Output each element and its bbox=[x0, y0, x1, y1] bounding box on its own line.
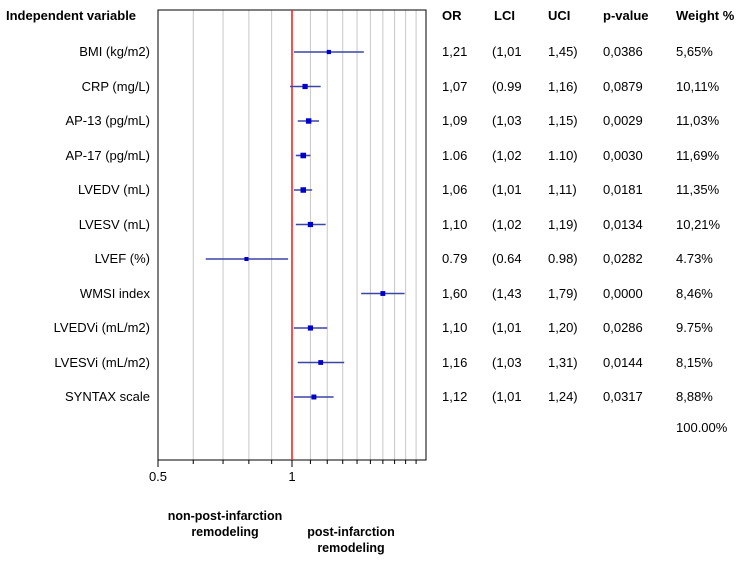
row-label: AP-17 (pg/mL) bbox=[65, 147, 150, 163]
p-value: 0,0000 bbox=[603, 285, 643, 301]
uci-value: 1,20) bbox=[548, 320, 578, 335]
row-label: LVEF (%) bbox=[94, 251, 150, 266]
row-label: WMSI index bbox=[79, 285, 150, 301]
or-point bbox=[302, 83, 308, 90]
caption-left-line2: remodeling bbox=[191, 525, 259, 539]
weight-value: 11,35% bbox=[676, 182, 720, 197]
header-independent-variable: Independent variable bbox=[6, 8, 137, 23]
weight-value: 10,11% bbox=[676, 78, 720, 94]
caption-right-line1: post-infarction bbox=[307, 525, 395, 539]
or-point bbox=[300, 152, 307, 159]
lci-value: (1,02 bbox=[492, 216, 522, 232]
row-label: BMI (kg/m2) bbox=[79, 44, 150, 59]
uci-value: 1,24) bbox=[548, 389, 578, 404]
or-value: 1,16 bbox=[442, 354, 468, 370]
lci-value: (1,02 bbox=[492, 147, 522, 163]
uci-value: 1,15) bbox=[548, 113, 578, 128]
or-value: 1,21 bbox=[442, 44, 468, 59]
row-label: AP-13 (pg/mL) bbox=[65, 113, 150, 128]
header-weight: Weight % bbox=[676, 8, 735, 23]
row-label: CRP (mg/L) bbox=[81, 78, 150, 94]
or-point bbox=[326, 49, 331, 55]
row-label: LVESV (mL) bbox=[78, 216, 150, 232]
weight-value: 5,65% bbox=[676, 44, 713, 59]
uci-value: 1,79) bbox=[548, 285, 578, 301]
or-value: 1,09 bbox=[442, 113, 468, 128]
weight-value: 8,88% bbox=[676, 389, 713, 404]
p-value: 0,0317 bbox=[603, 389, 643, 404]
or-point bbox=[380, 291, 386, 296]
or-point bbox=[300, 187, 307, 193]
total-weight: 100.00% bbox=[676, 420, 728, 435]
p-value: 0,0134 bbox=[603, 216, 643, 232]
lci-value: (1,01 bbox=[492, 44, 522, 59]
uci-value: 1.10) bbox=[548, 147, 578, 163]
p-value: 0,0181 bbox=[603, 182, 643, 197]
row-label: LVEDVi (mL/m2) bbox=[53, 320, 150, 335]
caption-post-infarction: post-infarction remodeling bbox=[290, 524, 412, 556]
lci-value: (0.99 bbox=[492, 78, 522, 94]
p-value: 0,0282 bbox=[603, 251, 643, 266]
lci-value: (1,01 bbox=[492, 320, 522, 335]
p-value: 0,0386 bbox=[603, 44, 643, 59]
or-value: 0.79 bbox=[442, 251, 468, 266]
or-value: 1,06 bbox=[442, 182, 468, 197]
uci-value: 0.98) bbox=[548, 251, 578, 266]
header-uci: UCI bbox=[548, 8, 571, 23]
or-value: 1,07 bbox=[442, 78, 468, 94]
uci-value: 1,19) bbox=[548, 216, 578, 232]
or-value: 1,60 bbox=[442, 285, 468, 301]
or-point bbox=[305, 118, 312, 124]
or-point bbox=[307, 325, 313, 331]
lci-value: (1,03 bbox=[492, 113, 522, 128]
or-point bbox=[311, 394, 317, 400]
uci-value: 1,31) bbox=[548, 354, 578, 370]
weight-value: 11,69% bbox=[676, 147, 720, 163]
lci-value: (1,43 bbox=[492, 285, 522, 301]
weight-value: 8,15% bbox=[676, 354, 713, 370]
p-value: 0,0030 bbox=[603, 147, 643, 163]
p-value: 0,0029 bbox=[603, 113, 643, 128]
weight-value: 8,46% bbox=[676, 285, 713, 301]
row-label: LVESVi (mL/m2) bbox=[54, 354, 150, 370]
header-or: OR bbox=[442, 8, 462, 23]
lci-value: (0.64 bbox=[492, 251, 522, 266]
lci-value: (1,03 bbox=[492, 354, 522, 370]
caption-right-line2: remodeling bbox=[317, 541, 385, 555]
or-point bbox=[244, 256, 249, 262]
lci-value: (1,01 bbox=[492, 182, 522, 197]
x-tick-label: 0.5 bbox=[148, 469, 168, 484]
or-value: 1,10 bbox=[442, 216, 468, 232]
caption-left-line1: non-post-infarction bbox=[167, 509, 283, 523]
p-value: 0,0144 bbox=[603, 354, 643, 370]
header-lci: LCI bbox=[494, 8, 515, 23]
weight-value: 11,03% bbox=[676, 113, 720, 128]
or-value: 1.06 bbox=[442, 147, 468, 163]
row-label: SYNTAX scale bbox=[64, 389, 150, 404]
or-value: 1,12 bbox=[442, 389, 468, 404]
uci-value: 1,45) bbox=[548, 44, 578, 59]
uci-value: 1,16) bbox=[548, 78, 578, 94]
weight-value: 4.73% bbox=[676, 251, 713, 266]
p-value: 0,0286 bbox=[603, 320, 643, 335]
p-value: 0,0879 bbox=[603, 78, 643, 94]
header-p-value: p-value bbox=[603, 8, 649, 23]
row-label: LVEDV (mL) bbox=[78, 182, 150, 197]
uci-value: 1,11) bbox=[548, 182, 577, 197]
weight-value: 9.75% bbox=[676, 320, 713, 335]
or-point bbox=[307, 221, 314, 228]
x-tick-label: 1 bbox=[288, 469, 296, 484]
or-value: 1,10 bbox=[442, 320, 468, 335]
weight-value: 10,21% bbox=[676, 216, 721, 232]
lci-value: (1,01 bbox=[492, 389, 522, 404]
or-point bbox=[318, 360, 324, 365]
caption-non-post-infarction: non-post-infarction remodeling bbox=[150, 508, 300, 540]
